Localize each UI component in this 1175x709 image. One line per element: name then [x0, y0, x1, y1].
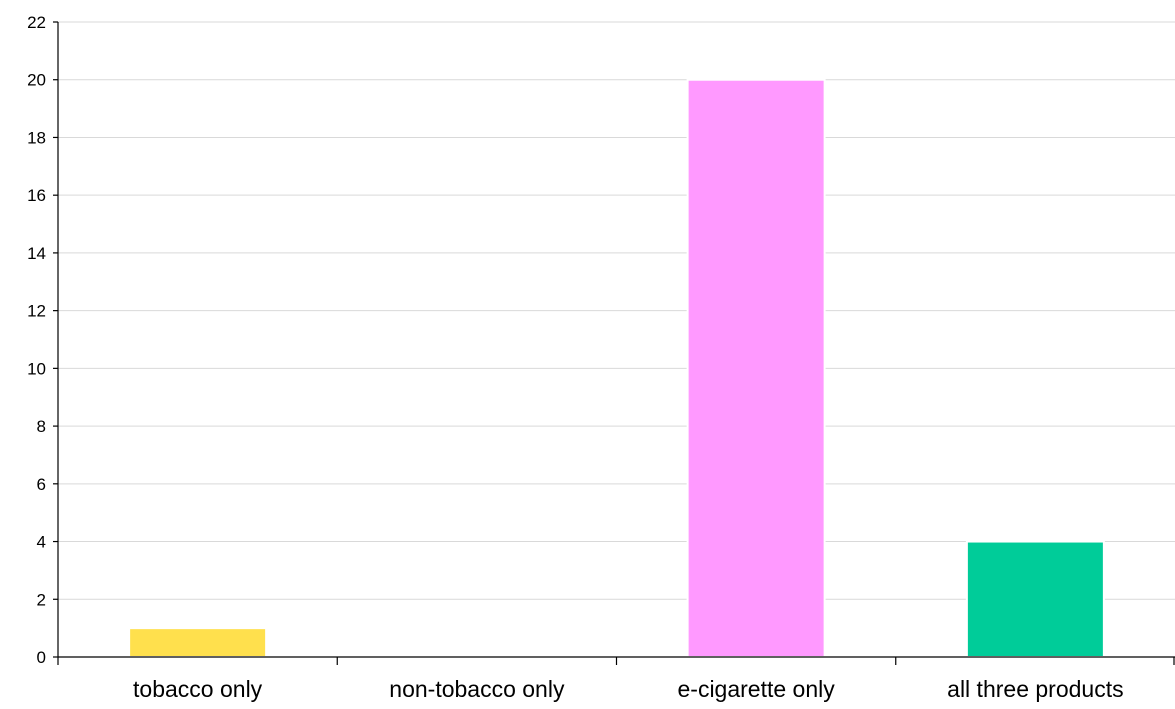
bars [128, 78, 1105, 659]
axes [53, 21, 1175, 665]
x-category-label: non-tobacco only [389, 676, 565, 702]
y-tick-label: 22 [27, 13, 46, 32]
y-tick-label: 20 [27, 71, 46, 90]
y-tick-label: 10 [27, 359, 46, 378]
y-tick-label: 4 [37, 533, 46, 552]
x-category-label: e-cigarette only [678, 676, 836, 702]
y-tick-labels: 0 2 4 6 8 10 12 14 16 18 20 22 [27, 13, 46, 667]
y-tick-label: 18 [27, 128, 46, 147]
x-category-label: all three products [947, 676, 1123, 702]
bar [128, 627, 268, 658]
y-tick-label: 2 [37, 590, 46, 609]
y-tick-label: 14 [27, 244, 46, 263]
gridlines [58, 21, 1175, 600]
y-tick-label: 16 [27, 186, 46, 205]
x-category-label: tobacco only [133, 676, 263, 702]
y-tick-label: 6 [37, 475, 46, 494]
bar [965, 540, 1105, 659]
x-category-labels: tobacco only non-tobacco only e-cigarette … [133, 676, 1124, 702]
y-tick-label: 0 [37, 648, 46, 667]
bar [686, 78, 826, 658]
y-tick-label: 12 [27, 302, 46, 321]
y-tick-label: 8 [37, 417, 46, 436]
